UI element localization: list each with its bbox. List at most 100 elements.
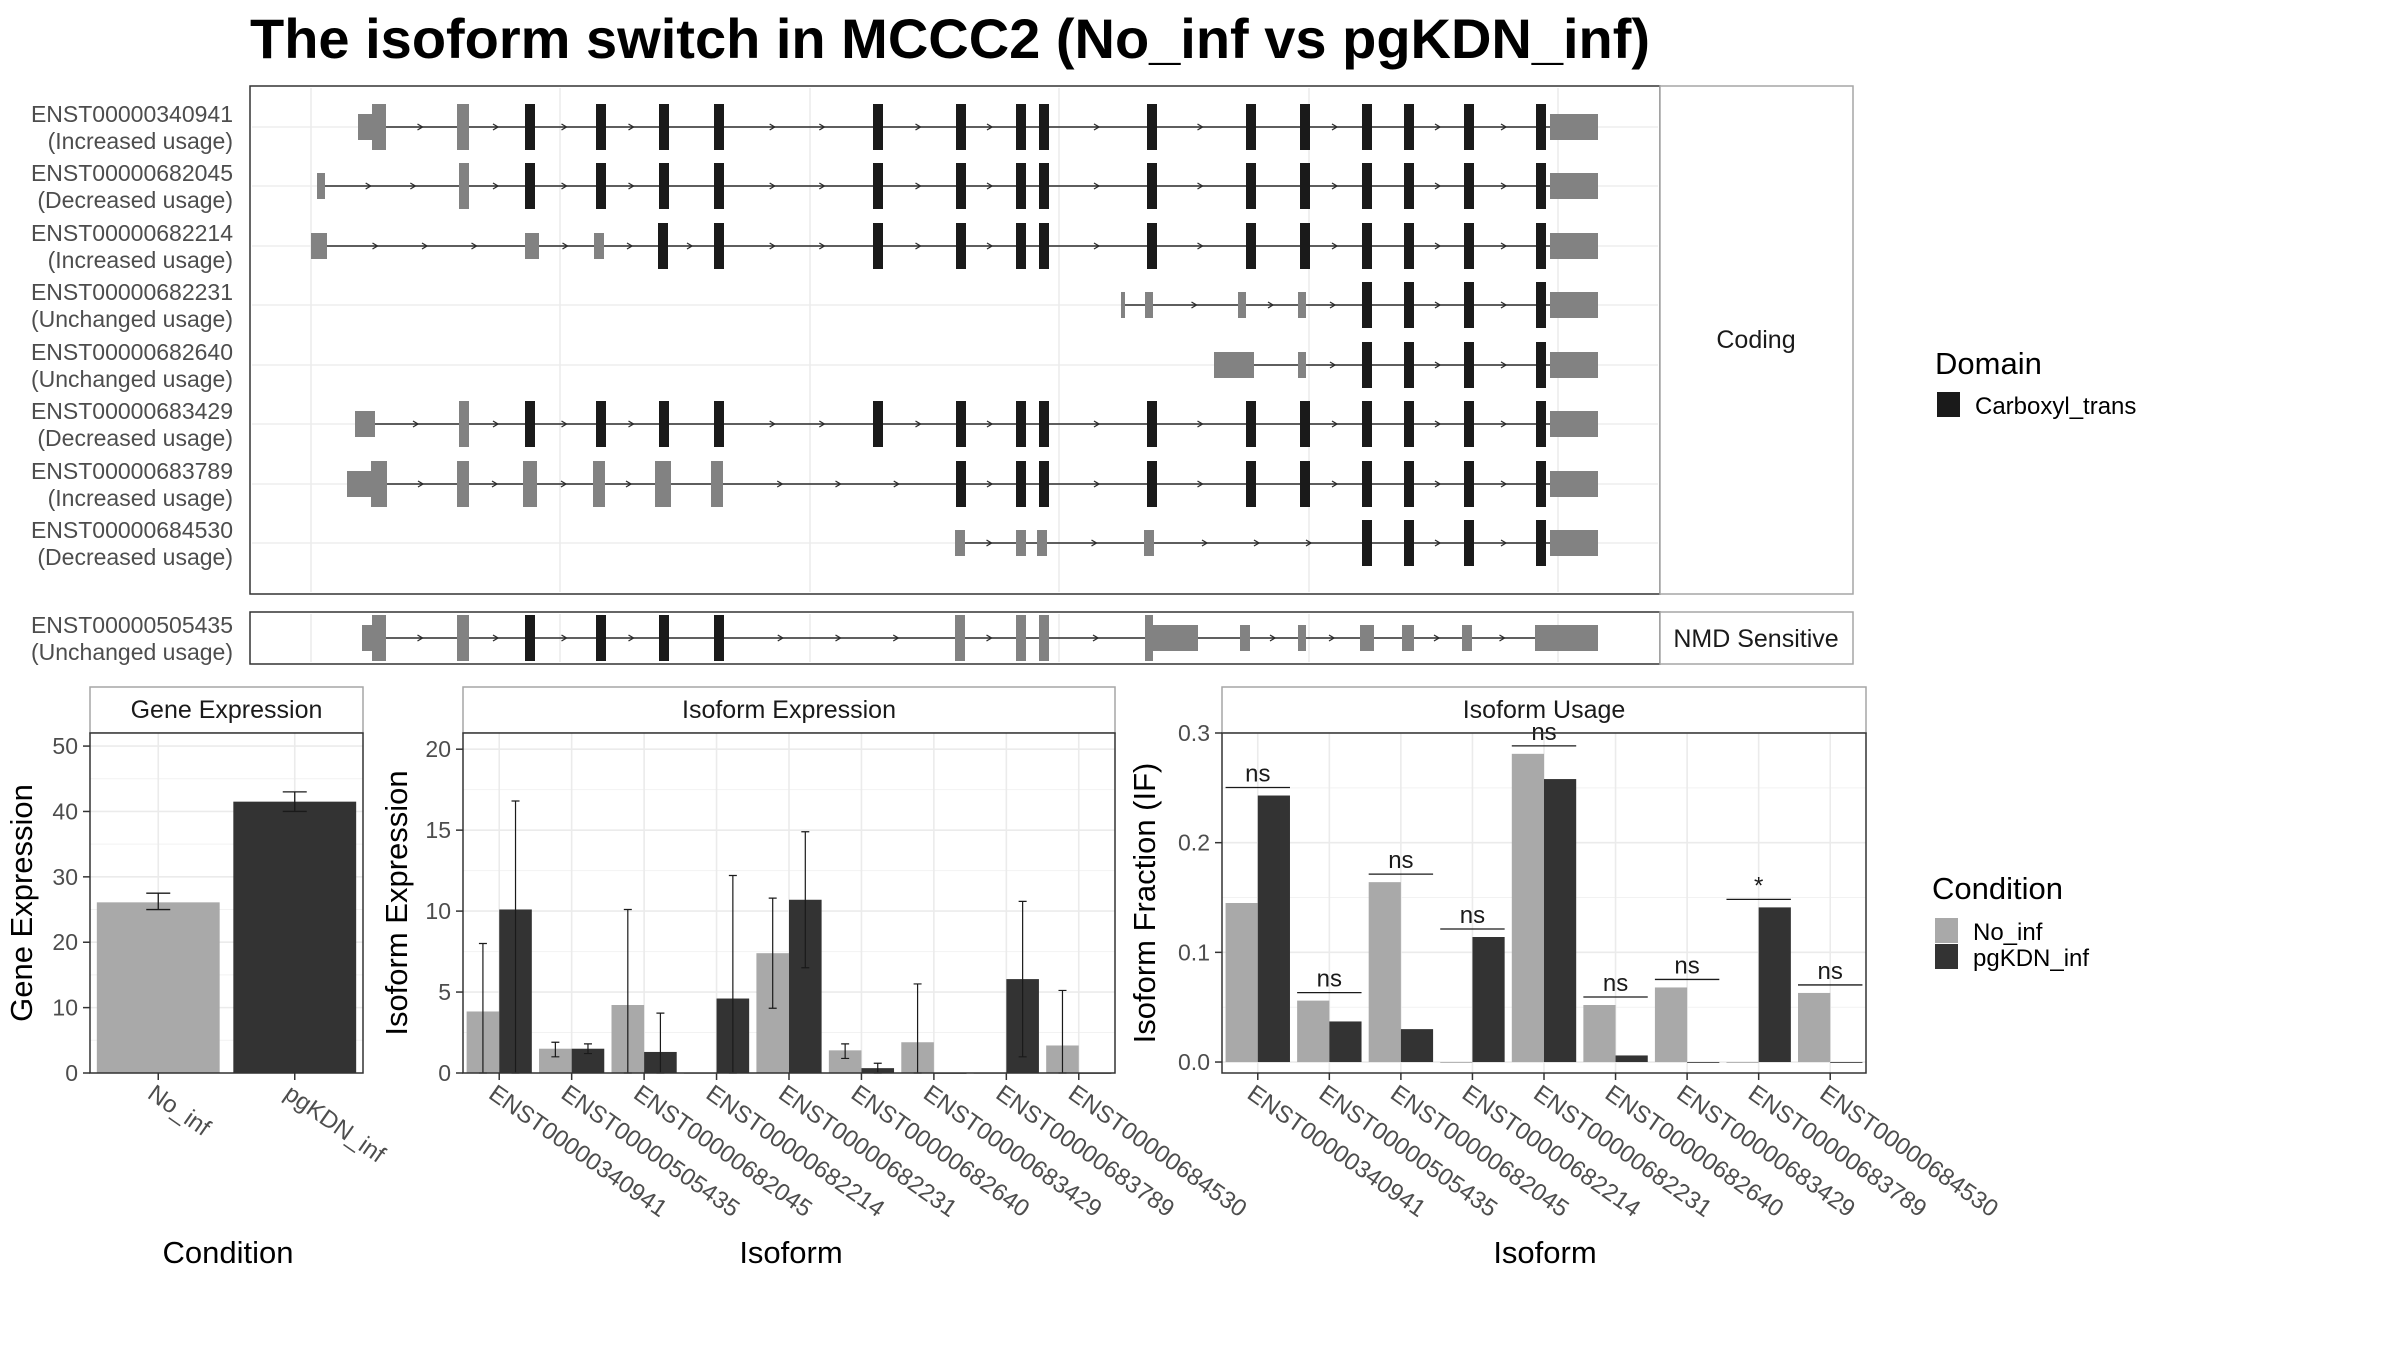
y-tick-label: 40 (52, 798, 78, 824)
domain-exon (1300, 223, 1310, 269)
strand-arrow (492, 634, 500, 642)
domain-legend-key (1937, 392, 1960, 417)
strand-arrow (561, 420, 568, 428)
strand-arrow (628, 420, 635, 428)
nmd-transcript-models (310, 614, 1598, 662)
bar-no-inf (1726, 1062, 1759, 1063)
bar-pgkdn-inf (1615, 1055, 1648, 1063)
x-axis-title: Condition (163, 1235, 294, 1270)
strand-arrow (421, 242, 429, 250)
nmd-strip-label: NMD Sensitive (1673, 625, 1838, 653)
strand-arrow (769, 420, 776, 428)
domain-exon (1536, 282, 1546, 328)
domain-exon (1246, 401, 1256, 447)
coding-strip (1659, 85, 1854, 595)
y-tick-label: 0.0 (1178, 1049, 1210, 1075)
domain-exon (525, 401, 535, 447)
nmd-strip (1659, 611, 1854, 665)
domain-exon (1246, 163, 1256, 209)
strand-arrow (986, 182, 994, 190)
domain-exon (956, 401, 966, 447)
noncoding-exon (1550, 352, 1598, 378)
domain-exon (873, 401, 883, 447)
transcript-id-label: ENST00000682231 (31, 279, 233, 305)
strand-arrow (1331, 242, 1339, 250)
error-bar (583, 1043, 592, 1055)
strand-arrow (561, 182, 568, 190)
domain-exon (1039, 163, 1049, 209)
domain-exon (1536, 401, 1546, 447)
noncoding-exon (1145, 292, 1153, 318)
noncoding-exon (1298, 292, 1306, 318)
transcript-model (311, 223, 1598, 269)
transcript-id-label: ENST00000505435 (31, 612, 233, 638)
strand-arrow (893, 480, 901, 488)
transcript-usage-label: (Decreased usage) (37, 544, 233, 570)
noncoding-exon (1150, 625, 1198, 651)
strand-arrow (915, 123, 922, 131)
noncoding-exon (457, 615, 469, 661)
domain-exon (1147, 223, 1157, 269)
strand-arrow (562, 242, 569, 250)
strand-arrow (409, 182, 417, 190)
domain-exon (1039, 104, 1049, 150)
transcript-usage-label: (Increased usage) (48, 128, 233, 154)
coding-transcript-labels: ENST00000340941(Increased usage)ENST0000… (31, 101, 233, 570)
domain-exon (1536, 342, 1546, 388)
strand-arrow (1434, 123, 1442, 131)
significance-label: ns (1460, 902, 1485, 929)
strand-arrow (1093, 242, 1101, 250)
domain-exon (525, 615, 535, 661)
domain-exon (1016, 461, 1026, 507)
y-axis-title: Isoform Expression (379, 770, 414, 1035)
y-tick-label: 0.1 (1178, 939, 1210, 965)
domain-exon (1246, 104, 1256, 150)
strand-arrow (492, 420, 500, 428)
strand-arrow (1197, 480, 1204, 488)
bar-no-inf (1297, 1000, 1330, 1063)
strand-arrow (1499, 634, 1506, 642)
condition-legend: Condition No_inf pgKDN_inf (1932, 871, 2089, 972)
domain-exon (873, 223, 883, 269)
bar-pgkdn-inf (1687, 1062, 1720, 1063)
bar-no-inf (1798, 992, 1831, 1063)
domain-exon (659, 615, 669, 661)
strand-arrow (986, 480, 994, 488)
transcript-model (1121, 282, 1598, 328)
strand-arrow (417, 123, 424, 131)
strand-arrow (1091, 539, 1098, 547)
domain-exon (596, 615, 606, 661)
y-tick-label: 20 (52, 929, 78, 955)
domain-exon (1300, 461, 1310, 507)
noncoding-exon (1145, 615, 1153, 661)
domain-legend-title: Domain (1935, 346, 2042, 381)
domain-exon (714, 104, 724, 150)
strand-arrow (818, 182, 826, 190)
noncoding-exon (1016, 530, 1026, 556)
strand-arrow (1197, 123, 1204, 131)
domain-exon (525, 104, 535, 150)
noncoding-exon (1550, 114, 1598, 140)
domain-exon (1362, 401, 1372, 447)
strand-arrow (1331, 420, 1339, 428)
domain-exon (1404, 342, 1414, 388)
noncoding-exon (711, 461, 723, 507)
domain-exon (1464, 223, 1474, 269)
y-tick-label: 30 (52, 864, 78, 890)
figure-title: The isoform switch in MCCC2 (No_inf vs p… (250, 7, 1650, 70)
noncoding-exon (525, 233, 539, 259)
isoform-expression-chart: Isoform Expression05101520ENST0000034094… (379, 686, 1252, 1270)
transcript-usage-label: (Unchanged usage) (31, 306, 233, 332)
domain-exon (714, 615, 724, 661)
error-bar (282, 791, 307, 813)
transcript-model (1214, 342, 1598, 388)
strand-arrow (1197, 242, 1204, 250)
panel-border (1221, 732, 1867, 1074)
domain-exon (1362, 520, 1372, 566)
domain-exon (956, 461, 966, 507)
noncoding-exon (1535, 625, 1598, 651)
y-tick-label: 10 (52, 995, 78, 1021)
noncoding-exon (1037, 530, 1047, 556)
domain-exon (659, 163, 669, 209)
strand-arrow (1329, 361, 1337, 369)
